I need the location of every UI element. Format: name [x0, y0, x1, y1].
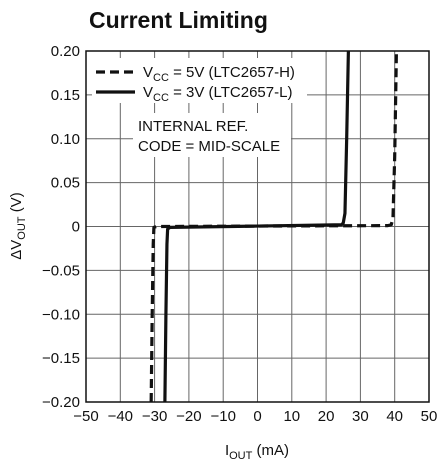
- legend-label: VCC = 5V (LTC2657-H): [143, 64, 295, 84]
- annotation-line: CODE = MID-SCALE: [138, 138, 280, 155]
- series-group: [149, 51, 399, 402]
- x-tick-label: 30: [352, 408, 369, 425]
- series-line-2: [163, 51, 350, 402]
- x-tick-label: 50: [421, 408, 438, 425]
- plot-frame: [85, 50, 430, 403]
- legend-background: [92, 58, 307, 103]
- x-tick-label: −20: [176, 408, 201, 425]
- y-tick-label: 0.10: [51, 131, 80, 148]
- y-tick-label: −0.05: [42, 262, 80, 279]
- y-tick-label: 0.15: [51, 87, 80, 104]
- x-tick-label: −40: [108, 408, 133, 425]
- x-tick-label: 10: [283, 408, 300, 425]
- legend-label: VCC = 3V (LTC2657-L): [143, 84, 292, 104]
- y-tick-label: −0.20: [42, 394, 80, 411]
- annotation-background: [133, 113, 291, 157]
- annotation-line: INTERNAL REF.: [138, 118, 248, 135]
- y-tick-label: −0.10: [42, 306, 80, 323]
- annotation-box: INTERNAL REF. CODE = MID-SCALE: [133, 113, 291, 157]
- legend: VCC = 5V (LTC2657-H)VCC = 3V (LTC2657-L): [92, 58, 307, 104]
- x-tick-label: 0: [253, 408, 261, 425]
- y-tick-label: −0.15: [42, 350, 80, 367]
- tick-labels: −50 −40 −30 −20 −10 0 10 20 30 40 50 0.20 0.15 0.10 0.…: [42, 43, 437, 425]
- x-tick-label: −10: [210, 408, 235, 425]
- y-tick-label: 0: [72, 219, 80, 236]
- x-tick-label: 40: [386, 408, 403, 425]
- x-axis-label: IOUT (mA): [225, 442, 289, 462]
- y-tick-label: 0.20: [51, 43, 80, 60]
- y-tick-label: 0.05: [51, 175, 80, 192]
- x-tick-label: −50: [73, 408, 98, 425]
- x-tick-label: −30: [142, 408, 167, 425]
- series-line-1: [149, 51, 399, 402]
- chart-title: Current Limiting: [89, 7, 268, 33]
- x-tick-label: 20: [318, 408, 335, 425]
- y-axis-label: ΔVOUT (V): [8, 192, 28, 259]
